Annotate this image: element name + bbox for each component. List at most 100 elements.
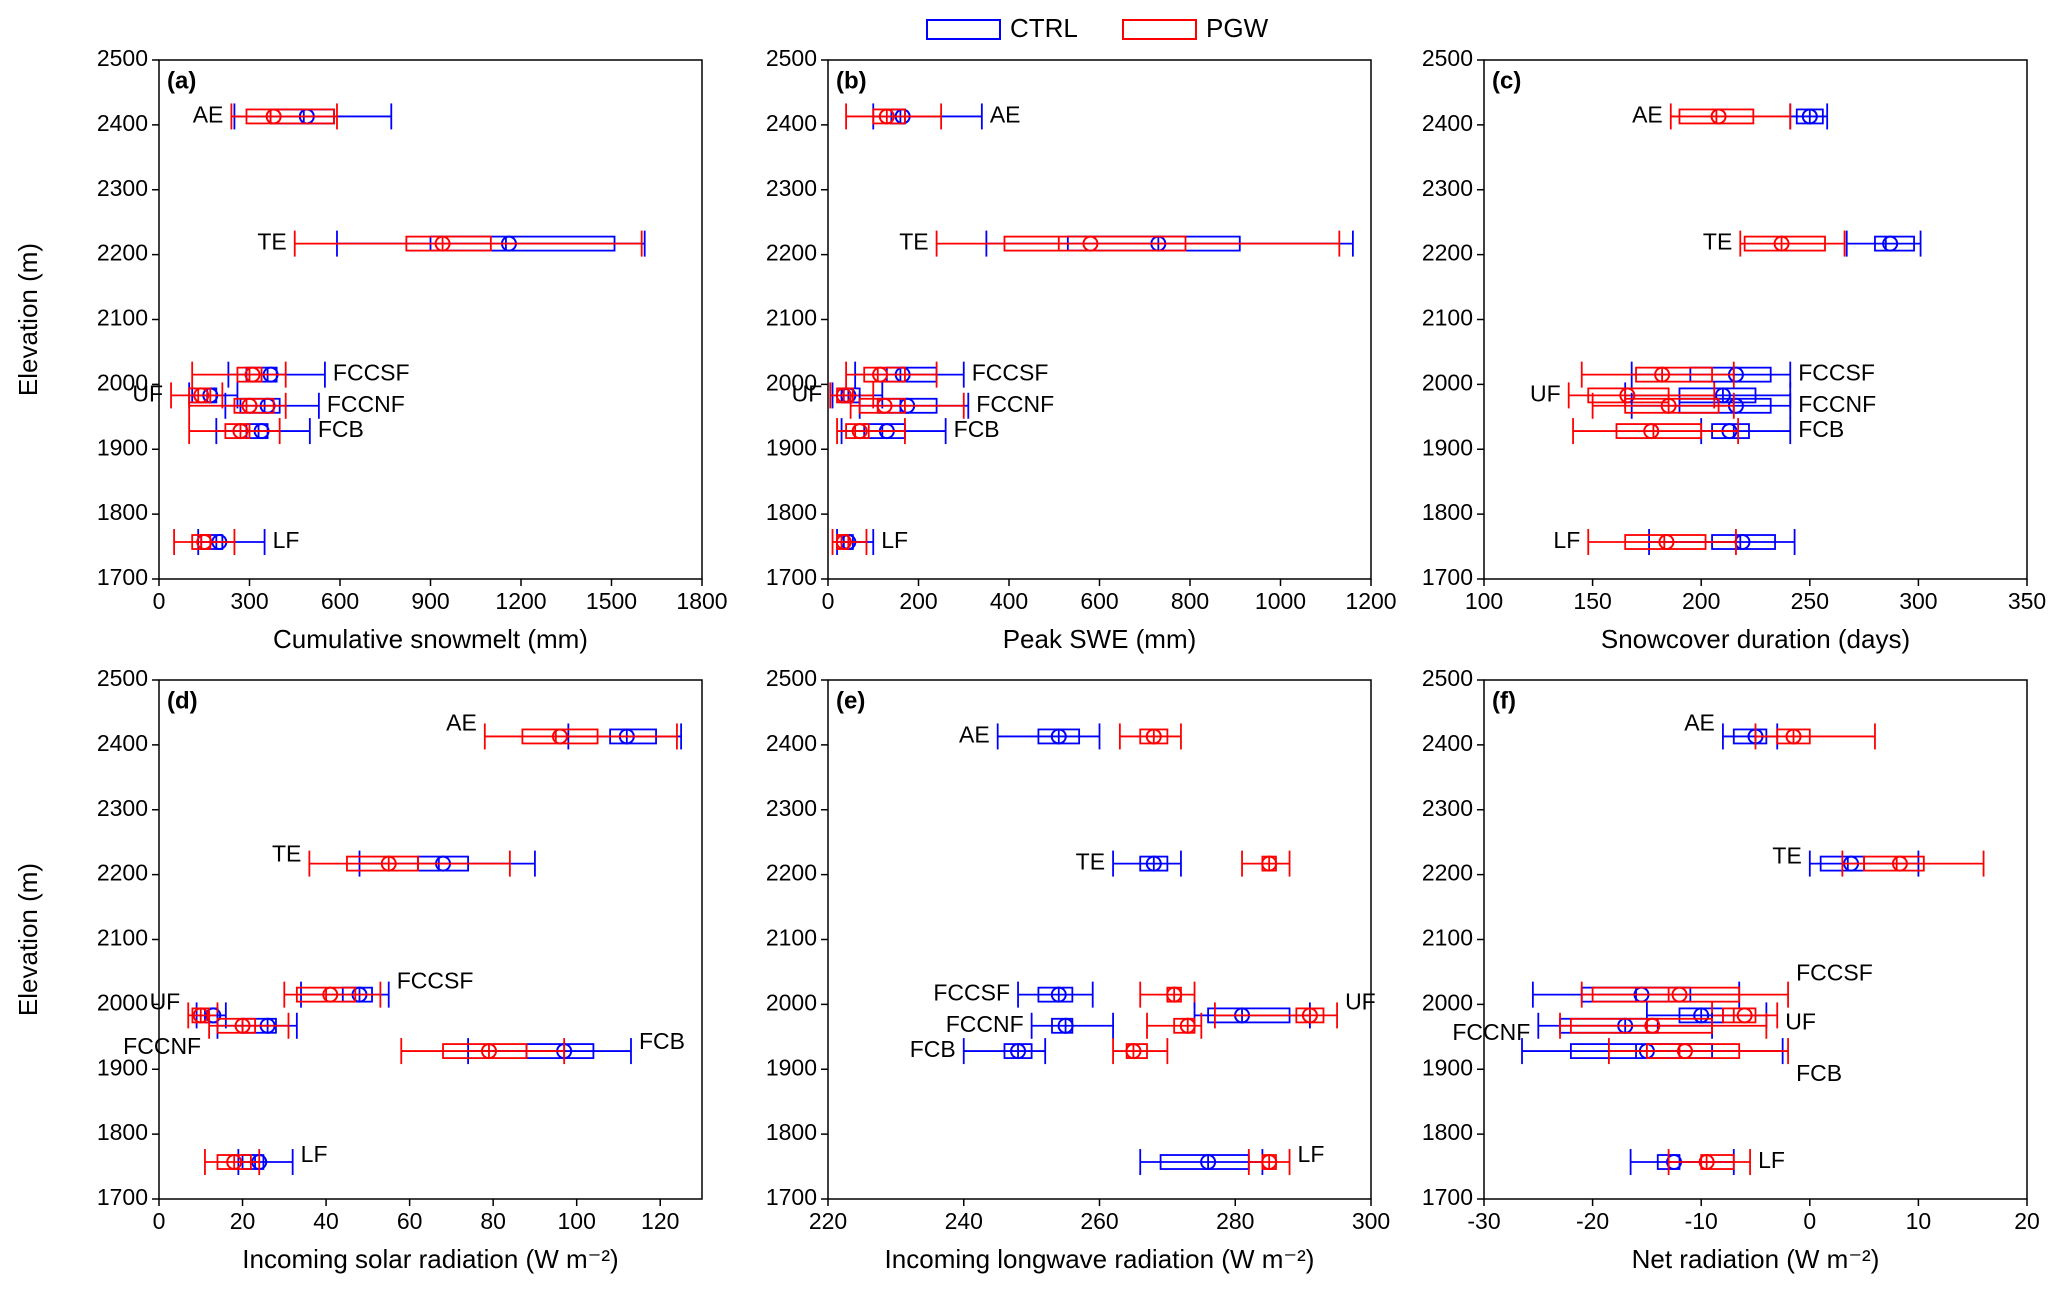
site-label: FCB (318, 416, 364, 442)
box (863, 366, 906, 383)
mean-marker (480, 1043, 497, 1060)
site-label: AE (959, 722, 990, 748)
y-tick-label: 1900 (766, 1054, 817, 1080)
site-label: FCB (1798, 416, 1844, 442)
mean-marker (322, 986, 339, 1003)
y-tick-label: 1800 (1422, 499, 1473, 525)
y-tick-label: 2100 (97, 305, 148, 331)
x-tick-label: 80 (480, 1208, 506, 1234)
y-tick-label: 2100 (97, 925, 148, 951)
y-tick-label: 2300 (1422, 175, 1473, 201)
box (1646, 1043, 1741, 1059)
site-label: UF (1345, 988, 1376, 1014)
x-tick-label: 0 (822, 588, 835, 614)
mean-marker (1010, 1043, 1027, 1060)
x-tick-label: 240 (945, 1208, 983, 1234)
x-tick-label: 100 (558, 1208, 596, 1234)
panel-label: (a) (167, 67, 196, 94)
box (1700, 1154, 1735, 1170)
site-label: LF (1553, 527, 1580, 553)
box (1863, 855, 1925, 872)
y-tick-label: 2000 (1422, 989, 1473, 1015)
plot-frame (827, 679, 1372, 1200)
box (1003, 235, 1187, 252)
site-label: FCCNF (1798, 391, 1876, 417)
y-tick-label: 2400 (766, 730, 817, 756)
x-tick-label: 200 (1682, 588, 1720, 614)
mean-marker (1785, 728, 1802, 745)
y-tick-label: 2500 (766, 45, 817, 71)
plot-frame (827, 59, 1372, 580)
x-tick-label: 800 (1171, 588, 1209, 614)
legend-swatch (1122, 19, 1197, 40)
x-tick-label: 1000 (1255, 588, 1306, 614)
x-tick-label: 300 (1899, 588, 1937, 614)
mean-marker (1261, 855, 1278, 872)
y-tick-label: 1900 (766, 434, 817, 460)
box (216, 1017, 256, 1034)
y-tick-label: 2400 (1422, 110, 1473, 136)
y-tick-label: 2400 (97, 730, 148, 756)
mean-marker (1654, 366, 1671, 383)
x-tick-label: 280 (1216, 1208, 1254, 1234)
mean-marker (1736, 1007, 1753, 1024)
x-tick-label: 600 (1080, 588, 1118, 614)
panel-label: (d) (167, 687, 198, 714)
y-tick-label: 2400 (766, 110, 817, 136)
site-label: UF (1530, 380, 1561, 406)
y-tick-label: 2100 (1422, 305, 1473, 331)
site-label: FCCSF (1796, 960, 1873, 986)
x-tick-label: 200 (899, 588, 937, 614)
mean-marker (872, 366, 889, 383)
mean-marker (878, 108, 895, 125)
site-label: FCCSF (972, 360, 1049, 386)
mean-marker (1643, 423, 1660, 440)
mean-marker (226, 1154, 243, 1171)
y-tick-label: 1800 (97, 499, 148, 525)
mean-marker (1057, 1017, 1074, 1034)
x-tick-label: 150 (1573, 588, 1611, 614)
mean-marker (241, 397, 258, 414)
x-tick-label: -10 (1685, 1208, 1718, 1234)
mean-marker (1200, 1154, 1217, 1171)
y-tick-label: 2500 (766, 665, 817, 691)
x-tick-label: 100 (1465, 588, 1503, 614)
box (442, 1043, 528, 1059)
site-label: FCCSF (933, 980, 1010, 1006)
y-tick-label: 1900 (97, 1054, 148, 1080)
site-label: UF (792, 380, 823, 406)
y-tick-label: 1700 (97, 1184, 148, 1210)
site-label: TE (1076, 849, 1105, 875)
mean-marker (1050, 986, 1067, 1003)
x-tick-label: 0 (153, 588, 166, 614)
panel-label: (b) (836, 67, 867, 94)
y-axis-label: Elevation (m) (13, 863, 43, 1016)
x-axis-label: Peak SWE (mm) (1003, 624, 1197, 654)
x-tick-label: 1500 (586, 588, 637, 614)
mean-marker (1145, 728, 1162, 745)
mean-marker (234, 1017, 251, 1034)
y-tick-label: 2500 (97, 665, 148, 691)
site-label: TE (257, 229, 286, 255)
mean-marker (1698, 1154, 1715, 1171)
mean-marker (835, 534, 852, 551)
y-tick-label: 2300 (97, 795, 148, 821)
y-tick-label: 1800 (766, 499, 817, 525)
site-label: TE (272, 841, 301, 867)
mean-marker (1082, 235, 1099, 252)
y-tick-label: 1700 (1422, 564, 1473, 590)
x-tick-label: 900 (411, 588, 449, 614)
panel-label: (e) (836, 687, 865, 714)
site-label: LF (1758, 1147, 1785, 1173)
x-tick-label: 1800 (676, 588, 727, 614)
x-tick-label: 60 (397, 1208, 423, 1234)
y-tick-label: 2300 (766, 795, 817, 821)
box (346, 855, 419, 872)
box (233, 397, 275, 414)
y-tick-label: 2000 (1422, 369, 1473, 395)
y-tick-label: 2200 (766, 860, 817, 886)
x-axis-label: Net radiation (W m⁻²) (1632, 1244, 1880, 1274)
y-tick-label: 2300 (766, 175, 817, 201)
y-axis-label: Elevation (m) (13, 243, 43, 396)
